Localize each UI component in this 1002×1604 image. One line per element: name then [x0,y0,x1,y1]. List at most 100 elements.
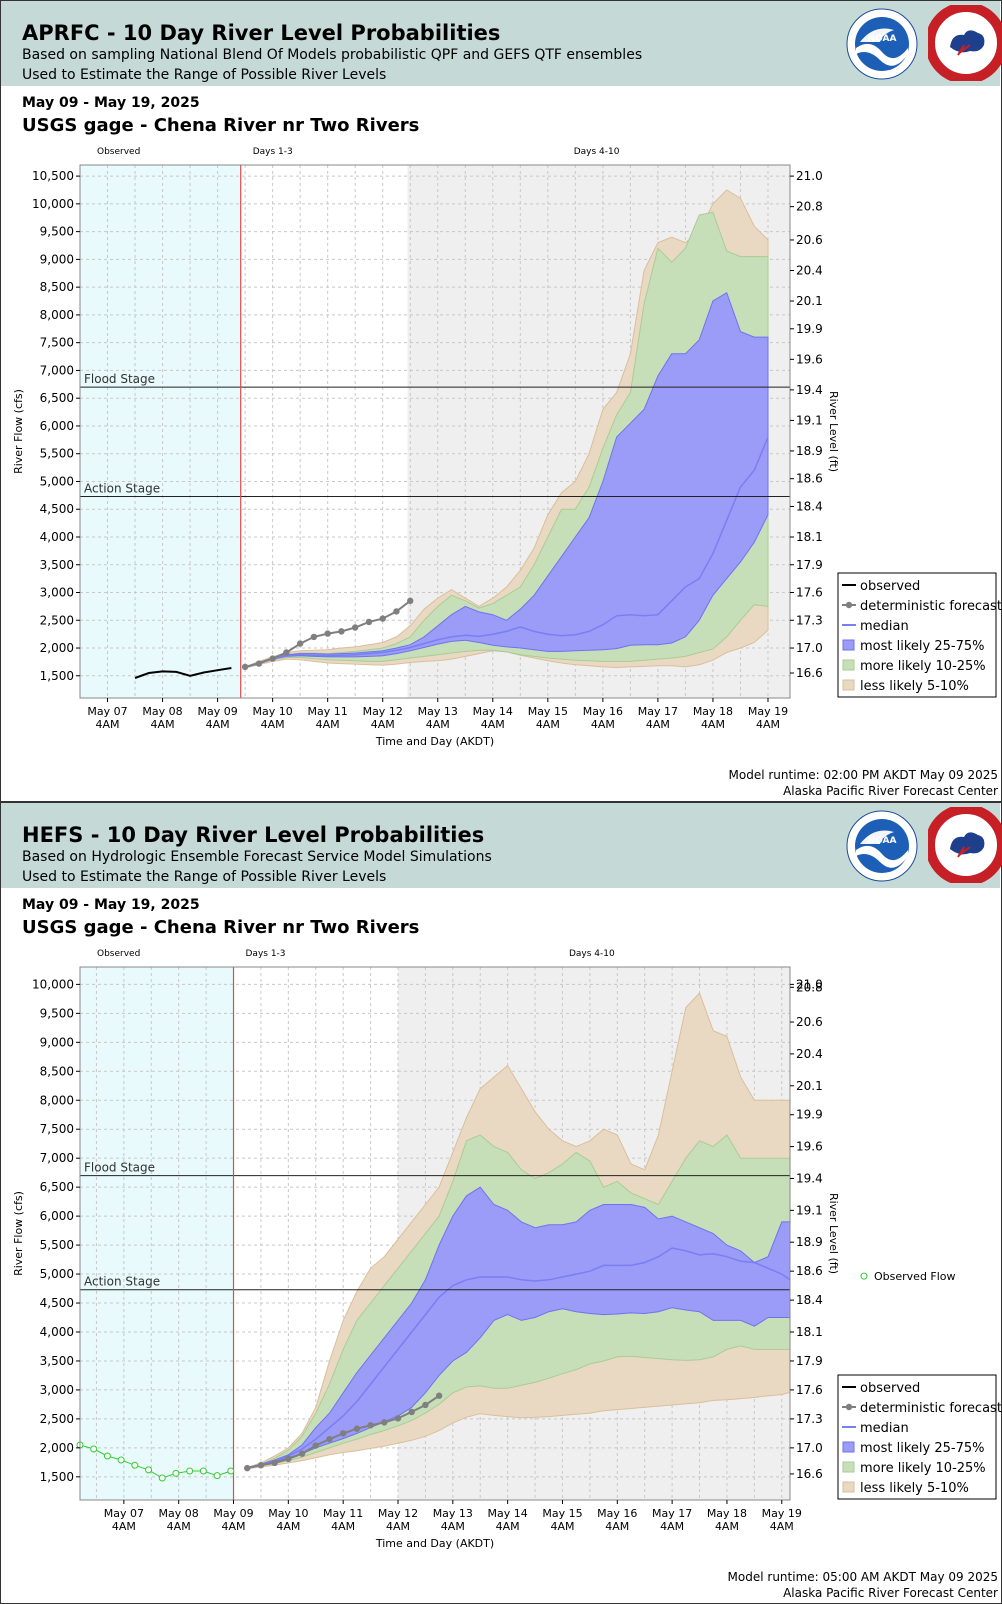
x-tick-label: May 09 [213,1507,253,1520]
y-right-tick-label: 17.9 [796,1354,823,1368]
x-tick-label-time: 4AM [167,1520,191,1533]
y-tick-label: 8,500 [40,280,74,294]
x-tick-label-time: 4AM [371,718,395,731]
legend-label: more likely 10-25% [860,1461,986,1476]
deterministic-forecast-point [326,1435,333,1443]
y-right-tick-label: 17.6 [796,586,823,600]
y-right-tick-label: 20.4 [796,1047,823,1061]
deterministic-forecast-point [435,1392,443,1399]
x-tick-label: May 14 [488,1507,528,1520]
y-tick-label: 9,000 [40,252,74,266]
header: HEFS - 10 Day River Level Probabilities … [1,803,1002,888]
action-stage-label: Action Stage [84,1275,160,1289]
x-tick-label: May 15 [542,1507,582,1520]
deterministic-forecast-point [367,1422,374,1429]
region-label: Days 4-10 [569,949,615,959]
noaa-logo-icon: NOAA [846,8,918,80]
forecast-center: Alaska Pacific River Forecast Center [783,784,998,798]
y-right-tick-label: 19.9 [796,322,823,336]
deterministic-forecast-point [241,663,249,671]
y-right-tick-label: 19.1 [796,1203,823,1217]
chart-hefs: Observed Days 1-3 Days 4-10 Flood Stage Acti… [12,949,1002,1550]
deterministic-forecast-point [271,1459,278,1467]
y-right-tick-label: 21.0 [796,977,823,991]
y-tick-label: 6,000 [40,1209,74,1223]
legend-box [837,1374,997,1500]
y-right-tick-label: 16.6 [796,1467,823,1481]
y-right-tick-label: 19.1 [796,413,823,427]
deterministic-forecast-point [312,1442,319,1449]
plot-frame [79,164,791,699]
band-most-likely-area [244,291,769,669]
legend-label: most likely 25-75% [860,639,984,654]
observed-line [134,667,232,679]
legend-swatch [842,1481,855,1493]
y-right-axis-label: River Level (ft) [827,391,840,472]
y-axis-label: River Flow (cfs) [12,1191,25,1276]
date-range: May 09 - May 19, 2025 [22,897,200,913]
legend-swatch [842,1441,855,1453]
y-tick-label: 4,500 [40,1296,74,1310]
observed-flow-point [103,1452,111,1460]
deterministic-forecast-point [298,1450,306,1457]
y-tick-label: 3,500 [40,558,74,572]
deterministic-forecast-point [339,1430,347,1437]
y-right-tick-label: 17.9 [796,558,823,572]
y-right-tick-label: 18.4 [796,1293,823,1307]
plot-frame [79,966,791,1501]
deterministic-forecast-point [296,640,304,647]
y-tick-label: 7,000 [40,1151,74,1165]
deterministic-forecast-point [285,1455,292,1463]
panel-subtitle: Based on Hydrologic Ensemble Forecast Se… [22,849,492,865]
gage-name: USGS gage - Chena River nr Two Rivers [22,917,420,938]
observed-flow-point [131,1461,139,1469]
deterministic-forecast-point [408,1408,415,1416]
deterministic-forecast-point [283,649,290,656]
x-tick-label: May 13 [418,705,458,718]
panel-title: HEFS - 10 Day River Level Probabilities [22,823,485,847]
flood-stage-label: Flood Stage [84,372,155,386]
x-tick-label-time: 4AM [605,1520,629,1533]
legend-label: less likely 5-10% [860,679,969,694]
x-tick-label: May 16 [597,1507,637,1520]
y-right-tick-label: 17.6 [796,1383,823,1397]
observed-flow-point [213,1472,221,1480]
legend-label: observed [860,579,920,594]
deterministic-forecast-point [255,660,263,667]
y-tick-label: 5,000 [40,1267,74,1281]
y-tick-label: 7,000 [40,363,74,377]
x-tick-label-time: 4AM [316,718,340,731]
x-tick-label: May 10 [268,1507,308,1520]
observed-flow-point [145,1466,153,1474]
x-tick-label-time: 4AM [550,1520,574,1533]
x-tick-label-time: 4AM [426,718,450,731]
deterministic-forecast-point [257,1462,265,1469]
x-tick-label: May 17 [652,1507,692,1520]
x-tick-label: May 07 [104,1507,144,1520]
observed-flow-legend-marker [860,1272,868,1280]
y-tick-label: 10,000 [32,977,74,991]
x-tick-label-time: 4AM [222,1520,246,1533]
nws-logo-icon [928,807,1002,883]
x-tick-label-time: 4AM [276,1520,300,1533]
noaa-logo-text: NOAA [868,836,897,846]
y-right-tick-label: 19.4 [796,383,823,397]
panel-aprfc: APRFC - 10 Day River Level Probabilities… [0,0,1002,802]
y-tick-label: 7,500 [40,336,74,350]
x-tick-label-time: 4AM [481,718,505,731]
y-right-tick-label: 19.6 [796,352,823,366]
model-runtime: Model runtime: 02:00 PM AKDT May 09 2025 [728,768,998,782]
panel-subtitle-2: Used to Estimate the Range of Possible R… [22,67,387,83]
x-tick-label: May 14 [473,705,513,718]
y-tick-label: 8,500 [40,1064,74,1078]
y-tick-label: 2,500 [40,613,74,627]
y-tick-label: 5,500 [40,447,74,461]
action-stage-label: Action Stage [84,481,160,495]
x-tick-label-time: 4AM [756,718,780,731]
y-right-tick-label: 18.9 [796,1235,823,1249]
observed-flow-point [117,1456,125,1464]
forecast-center: Alaska Pacific River Forecast Center [783,1586,998,1600]
y-tick-label: 6,500 [40,1180,74,1194]
panel-subtitle-2: Used to Estimate the Range of Possible R… [22,869,387,885]
chart-aprfc: Observed Days 1-3 Days 4-10 Flood Stage Acti… [12,147,1002,748]
